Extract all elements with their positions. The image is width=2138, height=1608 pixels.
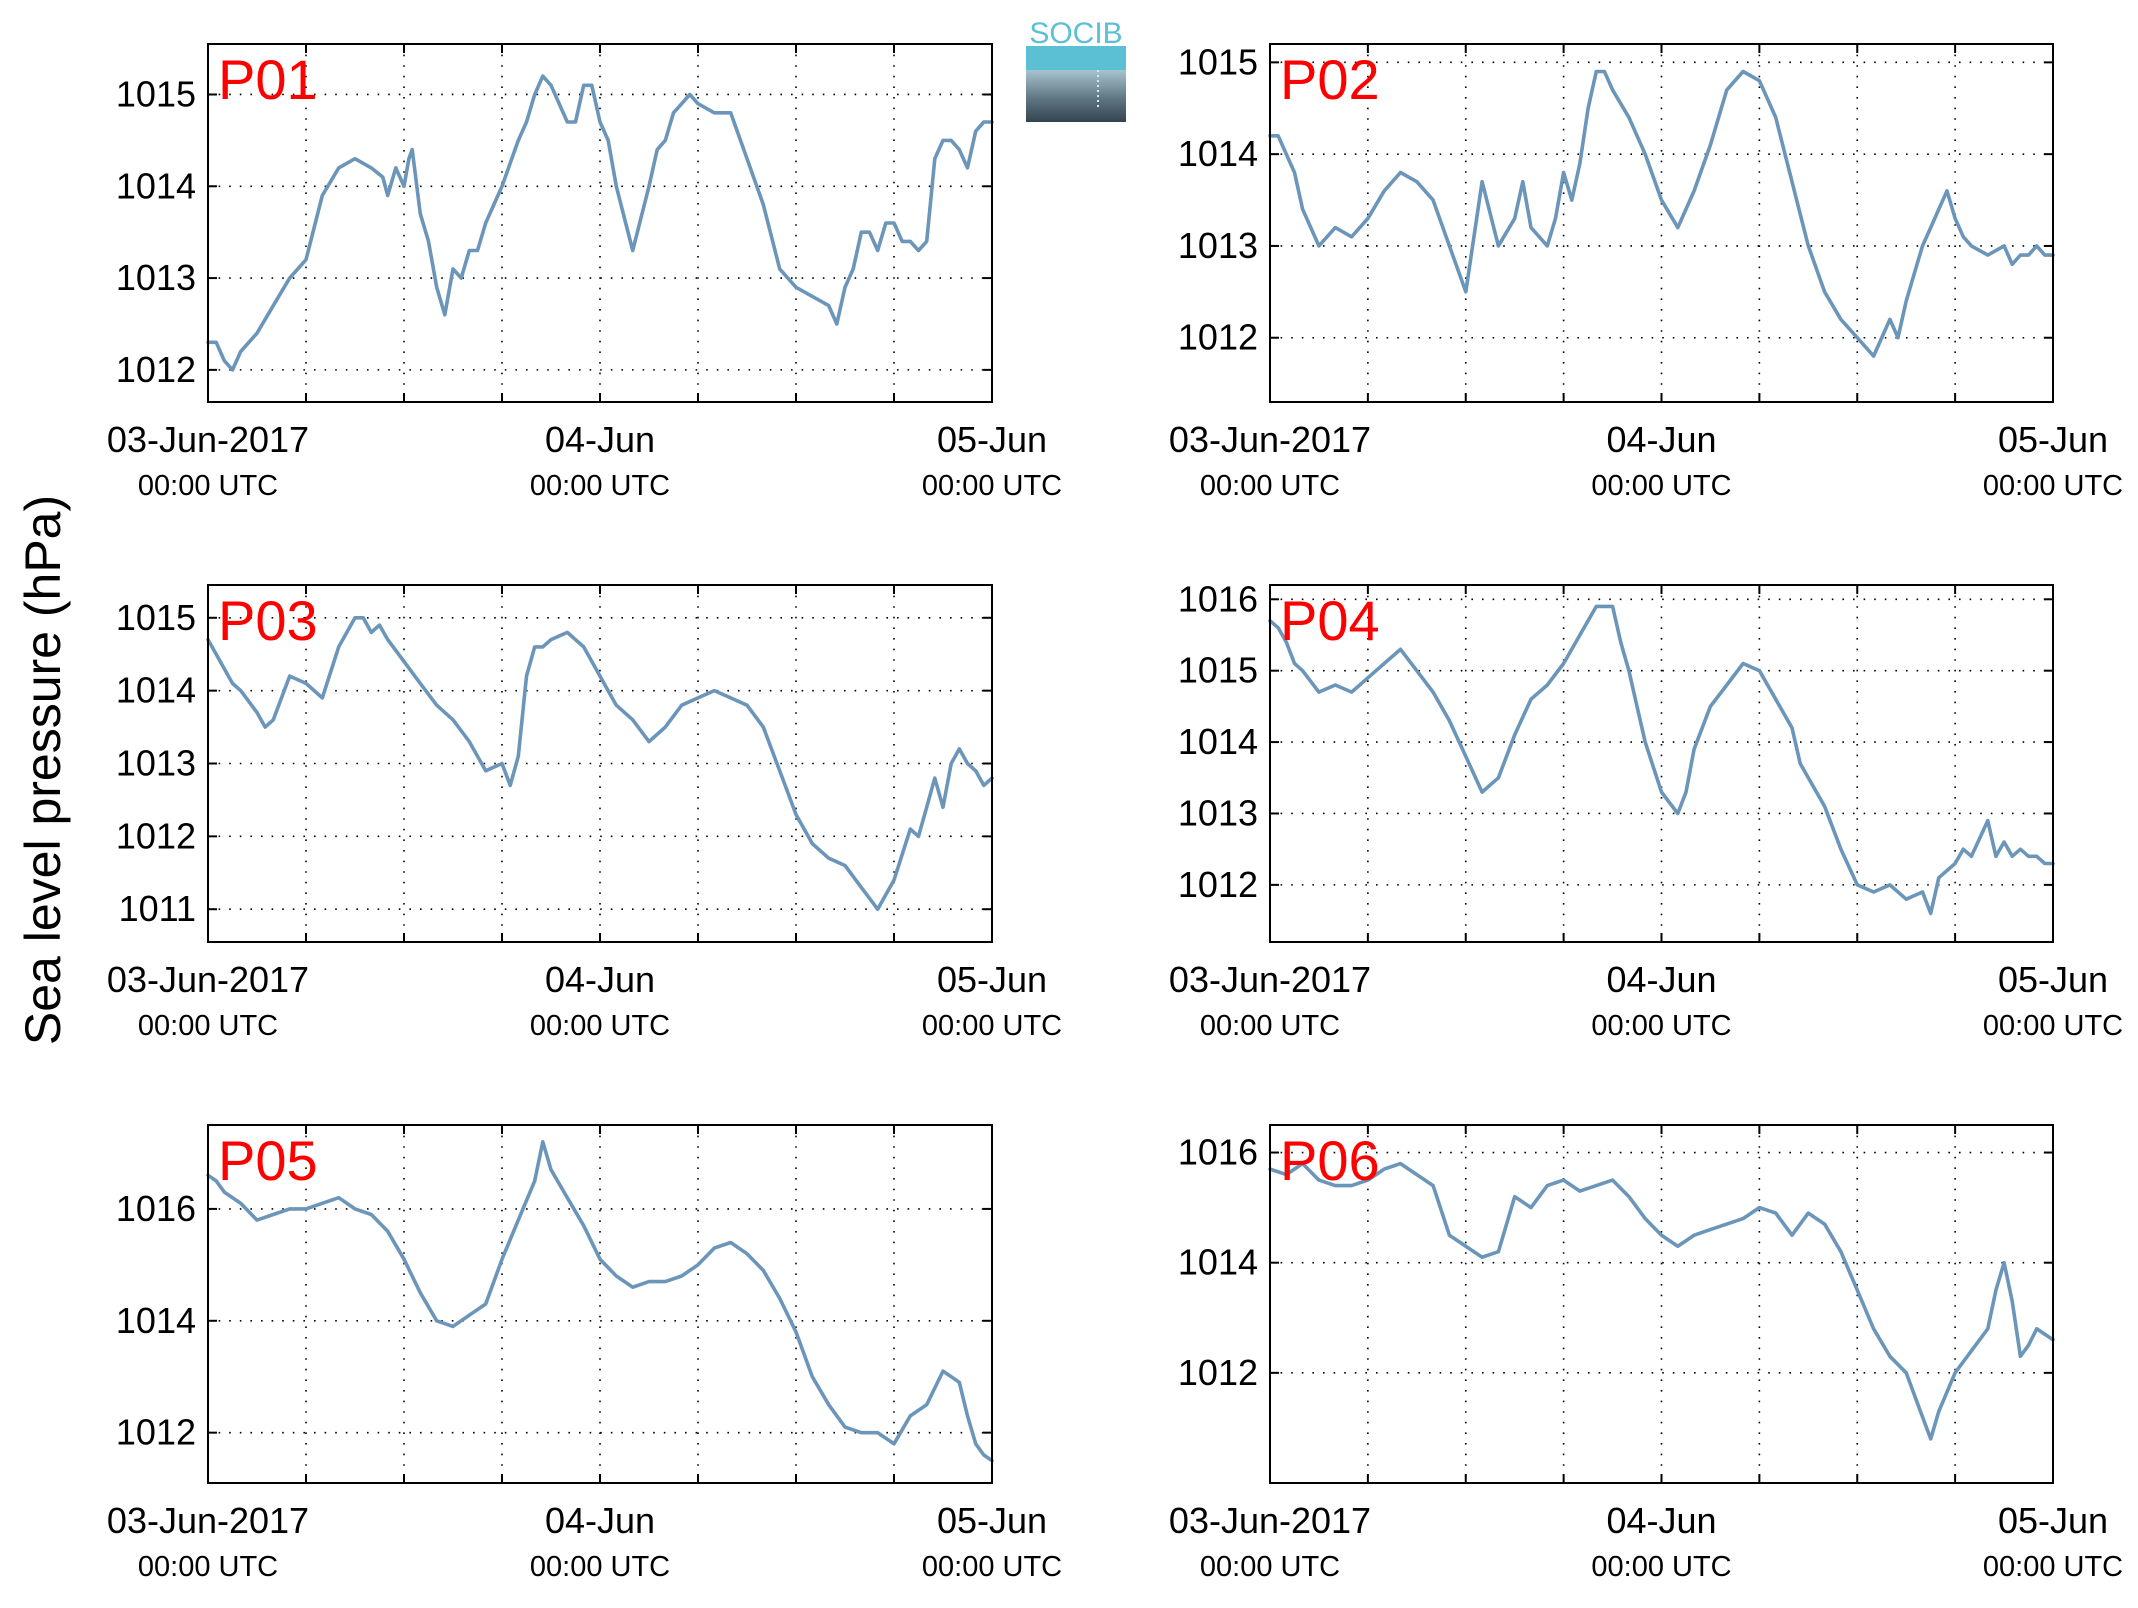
y-tick-label: 1016 — [116, 1188, 196, 1229]
y-tick-label: 1012 — [1178, 864, 1258, 905]
series-line-p02 — [1268, 69, 2055, 358]
panel-p06: 1012 1014 1016 03-Jun-2017 00:00 UTC 04-Jun 00… — [1169, 1124, 2123, 1583]
y-tick-label: 1013 — [116, 257, 196, 298]
series-line-p01 — [206, 74, 994, 372]
panel-p04: 1012 1013 1014 1015 1016 03-Jun-2017 00:00 UTC… — [1169, 578, 2123, 1042]
x-tick-label-date: 05-Jun — [1998, 419, 2108, 460]
x-tick-label-date: 03-Jun-2017 — [107, 959, 309, 1000]
y-tick-label: 1012 — [116, 815, 196, 856]
x-tick-label-time: 00:00 UTC — [138, 1010, 278, 1042]
socib-logo-text: SOCIB — [1029, 17, 1122, 50]
series-line-p04 — [1268, 604, 2055, 916]
y-tick-label: 1013 — [1178, 225, 1258, 266]
x-tick-label-time: 00:00 UTC — [1591, 470, 1731, 502]
x-tick-label-date: 05-Jun — [937, 959, 1047, 1000]
series-line-p05 — [206, 1140, 994, 1463]
panel-p02: 1012 1013 1014 1015 03-Jun-2017 00:00 UTC 04-J… — [1169, 41, 2123, 502]
socib-logo: SOCIB — [1026, 17, 1126, 122]
x-tick-label-time: 00:00 UTC — [1983, 1010, 2123, 1042]
socib-logo-wave — [1026, 46, 1126, 70]
x-tick-label-time: 00:00 UTC — [138, 1551, 278, 1583]
y-tick-label: 1013 — [116, 743, 196, 784]
socib-logo-gradient — [1026, 70, 1126, 122]
y-tick-label: 1014 — [1178, 721, 1258, 762]
x-tick-label-date: 05-Jun — [1998, 959, 2108, 1000]
x-tick-label-time: 00:00 UTC — [1983, 470, 2123, 502]
x-tick-label-date: 03-Jun-2017 — [1169, 1500, 1371, 1541]
x-tick-label-time: 00:00 UTC — [1200, 470, 1340, 502]
x-tick-label-date: 04-Jun — [545, 419, 655, 460]
y-tick-label: 1014 — [116, 165, 196, 206]
y-tick-label: 1014 — [116, 670, 196, 711]
panel-label: P01 — [218, 48, 318, 111]
y-tick-label: 1012 — [116, 1412, 196, 1453]
panel-label: P04 — [1280, 589, 1380, 652]
x-tick-label-date: 03-Jun-2017 — [107, 1500, 309, 1541]
y-tick-label: 1012 — [116, 349, 196, 390]
series-line-p06 — [1268, 1161, 2055, 1441]
x-tick-label-date: 03-Jun-2017 — [107, 419, 309, 460]
x-tick-label-date: 04-Jun — [1606, 1500, 1716, 1541]
panel-p03: 1011 1012 1013 1014 1015 03-Jun-2017 00:00 UTC… — [107, 584, 1062, 1042]
x-tick-label-time: 00:00 UTC — [530, 1010, 670, 1042]
x-tick-label-time: 00:00 UTC — [1200, 1551, 1340, 1583]
x-tick-label-time: 00:00 UTC — [922, 1010, 1062, 1042]
x-tick-label-time: 00:00 UTC — [138, 470, 278, 502]
y-tick-label: 1015 — [1178, 650, 1258, 691]
y-tick-label: 1012 — [1178, 317, 1258, 358]
x-tick-label-date: 04-Jun — [1606, 959, 1716, 1000]
x-tick-label-date: 05-Jun — [1998, 1500, 2108, 1541]
panel-p05: 1012 1014 1016 03-Jun-2017 00:00 UTC 04-Jun 00… — [107, 1124, 1062, 1583]
y-tick-label: 1015 — [116, 597, 196, 638]
y-tick-label: 1014 — [1178, 133, 1258, 174]
x-tick-label-time: 00:00 UTC — [530, 470, 670, 502]
x-tick-label-date: 04-Jun — [545, 1500, 655, 1541]
panel-label: P06 — [1280, 1129, 1380, 1192]
y-tick-label: 1014 — [116, 1300, 196, 1341]
y-axis-label: Sea level pressure (hPa) — [15, 495, 71, 1045]
x-tick-label-time: 00:00 UTC — [1591, 1551, 1731, 1583]
x-tick-label-time: 00:00 UTC — [922, 1551, 1062, 1583]
y-tick-label: 1016 — [1178, 1132, 1258, 1173]
x-tick-label-date: 04-Jun — [1606, 419, 1716, 460]
y-tick-label: 1015 — [1178, 41, 1258, 82]
x-tick-label-date: 04-Jun — [545, 959, 655, 1000]
panel-label: P05 — [218, 1129, 318, 1192]
x-tick-label-date: 03-Jun-2017 — [1169, 959, 1371, 1000]
y-tick-label: 1011 — [119, 888, 196, 929]
y-tick-label: 1012 — [1178, 1352, 1258, 1393]
x-tick-label-date: 05-Jun — [937, 1500, 1047, 1541]
y-tick-label: 1013 — [1178, 792, 1258, 833]
series-line-p03 — [206, 615, 994, 912]
panels: 1012 1013 1014 1015 03-Jun-2017 00:00 UTC 04-J… — [107, 41, 2123, 1583]
panel-p01: 1012 1013 1014 1015 03-Jun-2017 00:00 UTC 04-J… — [107, 43, 1062, 502]
panel-label: P03 — [218, 589, 318, 652]
x-tick-label-date: 03-Jun-2017 — [1169, 419, 1371, 460]
x-tick-label-date: 05-Jun — [937, 419, 1047, 460]
y-tick-label: 1014 — [1178, 1242, 1258, 1283]
y-tick-label: 1015 — [116, 73, 196, 114]
x-tick-label-time: 00:00 UTC — [1591, 1010, 1731, 1042]
x-tick-label-time: 00:00 UTC — [922, 470, 1062, 502]
x-tick-label-time: 00:00 UTC — [1983, 1551, 2123, 1583]
panel-label: P02 — [1280, 48, 1380, 111]
x-tick-label-time: 00:00 UTC — [1200, 1010, 1340, 1042]
x-tick-label-time: 00:00 UTC — [530, 1551, 670, 1583]
y-tick-label: 1016 — [1178, 578, 1258, 619]
